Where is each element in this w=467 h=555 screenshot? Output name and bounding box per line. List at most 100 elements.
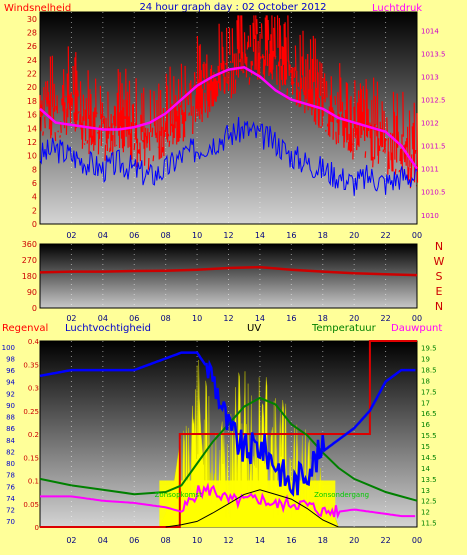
y-tick-label-direction: 360 bbox=[22, 240, 37, 249]
y-tick-label-humidity: 98 bbox=[6, 355, 15, 363]
plot-area bbox=[39, 243, 418, 309]
x-tick-label: 10 bbox=[192, 536, 202, 545]
annotation-sunset: Zonsondergang bbox=[314, 491, 369, 499]
ylabel-wind: Windsnelheid bbox=[4, 3, 71, 14]
label-uv: UV bbox=[247, 323, 261, 334]
x-tick-label: 04 bbox=[98, 314, 108, 323]
y-tick-label-humidity: 70 bbox=[6, 518, 15, 526]
y-tick-label-wind: 24 bbox=[27, 56, 37, 65]
y-tick-label-pressure: 1010.5 bbox=[421, 189, 446, 197]
y-tick-label-wind: 26 bbox=[27, 42, 37, 51]
y-tick-label-rain: 0.3 bbox=[28, 385, 39, 393]
label-dew: Dauwpunt bbox=[391, 323, 442, 334]
x-tick-label: 18 bbox=[318, 314, 328, 323]
y-tick-label-pressure: 1013.5 bbox=[421, 50, 446, 58]
y-tick-label-wind: 22 bbox=[27, 70, 37, 79]
y-tick-label-wind: 2 bbox=[32, 206, 37, 215]
x-tick-label: 06 bbox=[129, 314, 139, 323]
x-tick-label: 14 bbox=[255, 536, 265, 545]
x-tick-label: 20 bbox=[349, 231, 359, 240]
y-tick-label-wind: 30 bbox=[27, 15, 37, 24]
y-tick-label-wind: 18 bbox=[27, 97, 37, 106]
x-tick-label: 12 bbox=[223, 314, 233, 323]
x-tick-label: 22 bbox=[380, 314, 390, 323]
y-tick-label-humidity: 86 bbox=[6, 425, 15, 433]
x-tick-label: 18 bbox=[318, 231, 328, 240]
y-tick-label-humidity: 72 bbox=[6, 507, 15, 515]
y-tick-label-pressure: 1012 bbox=[421, 120, 439, 128]
series-line-windstoten bbox=[39, 15, 419, 189]
y-tick-label-rain: 0.1 bbox=[28, 478, 39, 486]
y-tick-label-direction: 270 bbox=[22, 256, 37, 265]
y-tick-label-humidity: 74 bbox=[6, 495, 15, 503]
x-tick-label: 02 bbox=[66, 536, 76, 545]
y-tick-label-rain: 0.05 bbox=[23, 501, 39, 509]
x-tick-label: 18 bbox=[318, 536, 328, 545]
y-tick-label-humidity: 96 bbox=[6, 367, 15, 375]
x-tick-label: 10 bbox=[192, 314, 202, 323]
y-tick-label-rain: 0.15 bbox=[23, 454, 39, 462]
x-tick-label: 14 bbox=[255, 231, 265, 240]
y-tick-label-humidity: 84 bbox=[6, 437, 15, 445]
chart-title: 24 hour graph day : 02 October 2012 bbox=[139, 2, 326, 13]
compass-label: S bbox=[436, 270, 443, 283]
y-tick-label-wind: 6 bbox=[32, 179, 37, 188]
x-tick-label: 16 bbox=[286, 231, 296, 240]
x-tick-label: 22 bbox=[380, 231, 390, 240]
x-tick-label: 02 bbox=[66, 231, 76, 240]
x-tick-label: 06 bbox=[129, 231, 139, 240]
series-line-uv-index bbox=[165, 489, 339, 528]
y-tick-label-humidity: 82 bbox=[6, 448, 15, 456]
y-tick-label-temp: 13.5 bbox=[421, 476, 437, 484]
series-line-regenval bbox=[40, 340, 417, 528]
x-tick-label: 00 bbox=[412, 314, 422, 323]
y-tick-label-rain: 0 bbox=[35, 524, 39, 532]
y-tick-label-temp: 15 bbox=[421, 443, 430, 451]
y-tick-label-wind: 14 bbox=[27, 124, 37, 133]
y-tick-label-wind: 10 bbox=[27, 152, 37, 161]
y-tick-label-humidity: 76 bbox=[6, 483, 15, 491]
y-tick-label-wind: 12 bbox=[27, 138, 37, 147]
x-tick-label: 20 bbox=[349, 314, 359, 323]
y-tick-label-pressure: 1012.5 bbox=[421, 97, 446, 105]
series-line-luchtvochtigheid bbox=[39, 351, 416, 497]
y-tick-label-temp: 18 bbox=[421, 377, 430, 385]
x-tick-label: 00 bbox=[412, 536, 422, 545]
x-tick-label: 04 bbox=[98, 231, 108, 240]
y-tick-label-direction: 0 bbox=[32, 304, 37, 313]
y-tick-label-wind: 28 bbox=[27, 29, 37, 38]
y-tick-label-pressure: 1014 bbox=[421, 27, 439, 35]
compass-label: W bbox=[434, 255, 445, 268]
y-tick-label-wind: 20 bbox=[27, 83, 37, 92]
compass-label: N bbox=[435, 240, 443, 253]
y-tick-label-direction: 180 bbox=[22, 272, 37, 281]
x-tick-label: 08 bbox=[161, 314, 171, 323]
y-tick-label-temp: 16 bbox=[421, 421, 430, 429]
series-line-windrichting bbox=[39, 265, 418, 277]
y-tick-label-pressure: 1011 bbox=[421, 166, 439, 174]
y-tick-label-rain: 0.2 bbox=[28, 431, 39, 439]
compass-label: N bbox=[435, 300, 443, 313]
x-tick-label: 08 bbox=[161, 231, 171, 240]
x-tick-label: 12 bbox=[223, 231, 233, 240]
y-tick-label-pressure: 1013 bbox=[421, 74, 439, 82]
y-tick-label-temp: 14 bbox=[421, 465, 430, 473]
y-tick-label-wind: 4 bbox=[32, 193, 37, 202]
y-tick-label-temp: 19.5 bbox=[421, 345, 437, 353]
x-tick-label: 12 bbox=[223, 536, 233, 545]
y-tick-label-temp: 19 bbox=[421, 356, 430, 364]
y-tick-label-temp: 11.5 bbox=[421, 520, 437, 528]
y-tick-label-temp: 18.5 bbox=[421, 366, 437, 374]
series-line-dauwpunt bbox=[40, 482, 416, 520]
y-tick-label-humidity: 90 bbox=[6, 402, 15, 410]
y-tick-label-pressure: 1011.5 bbox=[421, 143, 446, 151]
y-tick-label-temp: 12.5 bbox=[421, 498, 437, 506]
y-tick-label-temp: 13 bbox=[421, 487, 430, 495]
series-line-temperatuur bbox=[39, 396, 418, 502]
x-tick-label: 16 bbox=[286, 314, 296, 323]
y-tick-label-humidity: 88 bbox=[6, 414, 15, 422]
series-line-luchtdruk bbox=[39, 65, 419, 170]
y-tick-label-humidity: 78 bbox=[6, 472, 15, 480]
annotation-sunrise: Zonsopkomst bbox=[155, 491, 202, 499]
